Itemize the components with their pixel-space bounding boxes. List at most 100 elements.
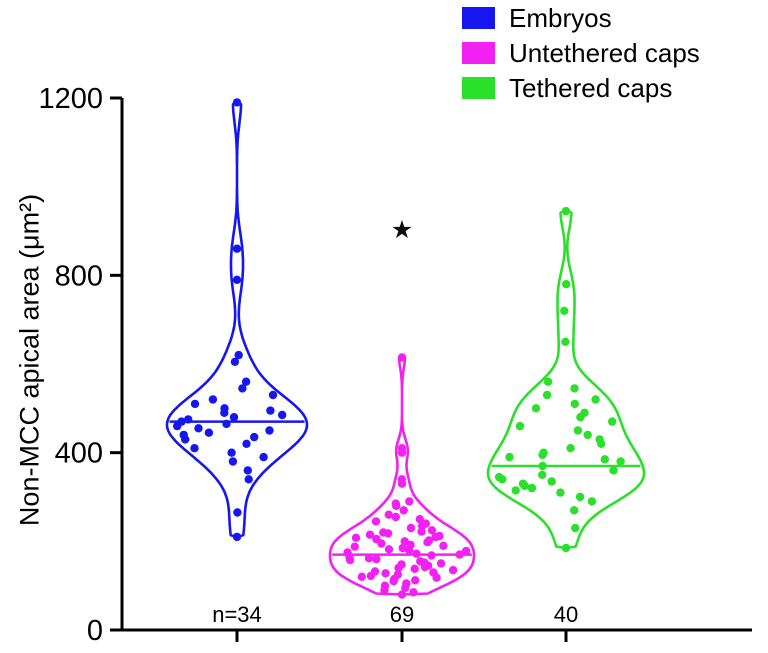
- data-point: [364, 554, 374, 563]
- data-point: [591, 395, 600, 404]
- data-point: [401, 583, 410, 593]
- data-point: [455, 550, 464, 559]
- data-point: [570, 399, 579, 409]
- data-point: [184, 415, 193, 424]
- data-point: [405, 497, 414, 506]
- data-point: [366, 571, 376, 581]
- data-point: [266, 406, 275, 415]
- data-point: [561, 206, 571, 216]
- data-point: [384, 545, 394, 554]
- data-point: [431, 532, 440, 542]
- violin-outline-0: [165, 101, 309, 539]
- data-point: [365, 530, 375, 539]
- legend-label: Embryos: [509, 3, 612, 33]
- significance-star: ★: [391, 216, 413, 244]
- data-point: [511, 486, 520, 495]
- legend-item-2: Tethered caps: [462, 75, 700, 101]
- data-point: [377, 539, 386, 548]
- data-point: [389, 577, 398, 586]
- data-point: [232, 98, 242, 107]
- data-point: [351, 533, 361, 542]
- data-point: [391, 512, 400, 522]
- data-point: [404, 546, 414, 555]
- data-point: [350, 542, 359, 551]
- data-point: [427, 526, 437, 535]
- y-axis-title: Non-MCC apical area (μm²): [14, 193, 45, 527]
- data-point: [381, 569, 390, 578]
- data-point: [204, 428, 214, 437]
- data-point: [597, 439, 606, 448]
- data-point: [278, 410, 287, 420]
- data-point: [232, 244, 242, 253]
- data-point: [561, 543, 571, 553]
- data-point: [228, 457, 238, 466]
- data-point: [397, 448, 407, 457]
- data-point: [397, 479, 407, 488]
- data-point: [232, 532, 242, 542]
- data-point: [398, 543, 407, 553]
- data-point: [380, 585, 389, 595]
- data-point: [570, 384, 579, 393]
- data-point: [227, 448, 236, 457]
- legend-swatch-icon: [462, 7, 495, 29]
- data-point: [220, 408, 229, 417]
- data-point: [268, 390, 278, 400]
- data-point: [410, 564, 419, 573]
- n-label-0: n=34: [212, 602, 262, 627]
- data-point: [181, 435, 190, 444]
- legend-item-1: Untethered caps: [462, 40, 700, 66]
- data-point: [394, 563, 403, 573]
- data-point: [384, 510, 393, 519]
- data-point: [566, 444, 575, 453]
- n-label-1: 69: [390, 602, 414, 627]
- data-point: [498, 475, 507, 484]
- data-point: [616, 457, 625, 466]
- data-point: [436, 559, 446, 568]
- data-point: [242, 439, 251, 448]
- data-point: [371, 517, 381, 526]
- y-tick-label: 0: [87, 615, 103, 647]
- data-point: [547, 477, 556, 486]
- data-point: [190, 399, 200, 409]
- data-point: [222, 419, 231, 429]
- data-point: [538, 461, 547, 471]
- data-point: [531, 404, 541, 413]
- legend-swatch-icon: [462, 42, 495, 64]
- data-point: [397, 353, 407, 362]
- data-point: [345, 555, 355, 565]
- data-point: [259, 452, 268, 462]
- data-point: [576, 413, 585, 422]
- data-point: [561, 337, 570, 346]
- data-point: [461, 546, 471, 556]
- legend-label: Untethered caps: [509, 38, 700, 68]
- data-point: [571, 523, 580, 533]
- data-point: [600, 455, 609, 464]
- y-tick-label: 1200: [38, 83, 103, 115]
- data-point: [232, 275, 242, 284]
- data-point: [238, 384, 247, 393]
- data-point: [587, 497, 597, 506]
- data-point: [432, 573, 441, 582]
- data-point: [570, 506, 579, 515]
- data-point: [415, 515, 424, 524]
- data-point: [505, 452, 514, 462]
- data-point: [243, 466, 252, 475]
- data-point: [527, 483, 537, 493]
- n-label-2: 40: [554, 602, 578, 627]
- data-point: [538, 470, 547, 479]
- legend-item-0: Embryos: [462, 5, 700, 31]
- data-point: [229, 413, 239, 422]
- data-point: [556, 488, 565, 497]
- y-tick-label: 800: [55, 260, 103, 292]
- data-point: [397, 590, 407, 599]
- data-point: [562, 280, 571, 289]
- data-point: [560, 306, 569, 315]
- legend-swatch-icon: [462, 77, 495, 99]
- data-point: [538, 450, 547, 460]
- data-point: [448, 565, 458, 575]
- data-point: [265, 426, 274, 435]
- data-point: [383, 529, 393, 538]
- data-point: [608, 417, 617, 426]
